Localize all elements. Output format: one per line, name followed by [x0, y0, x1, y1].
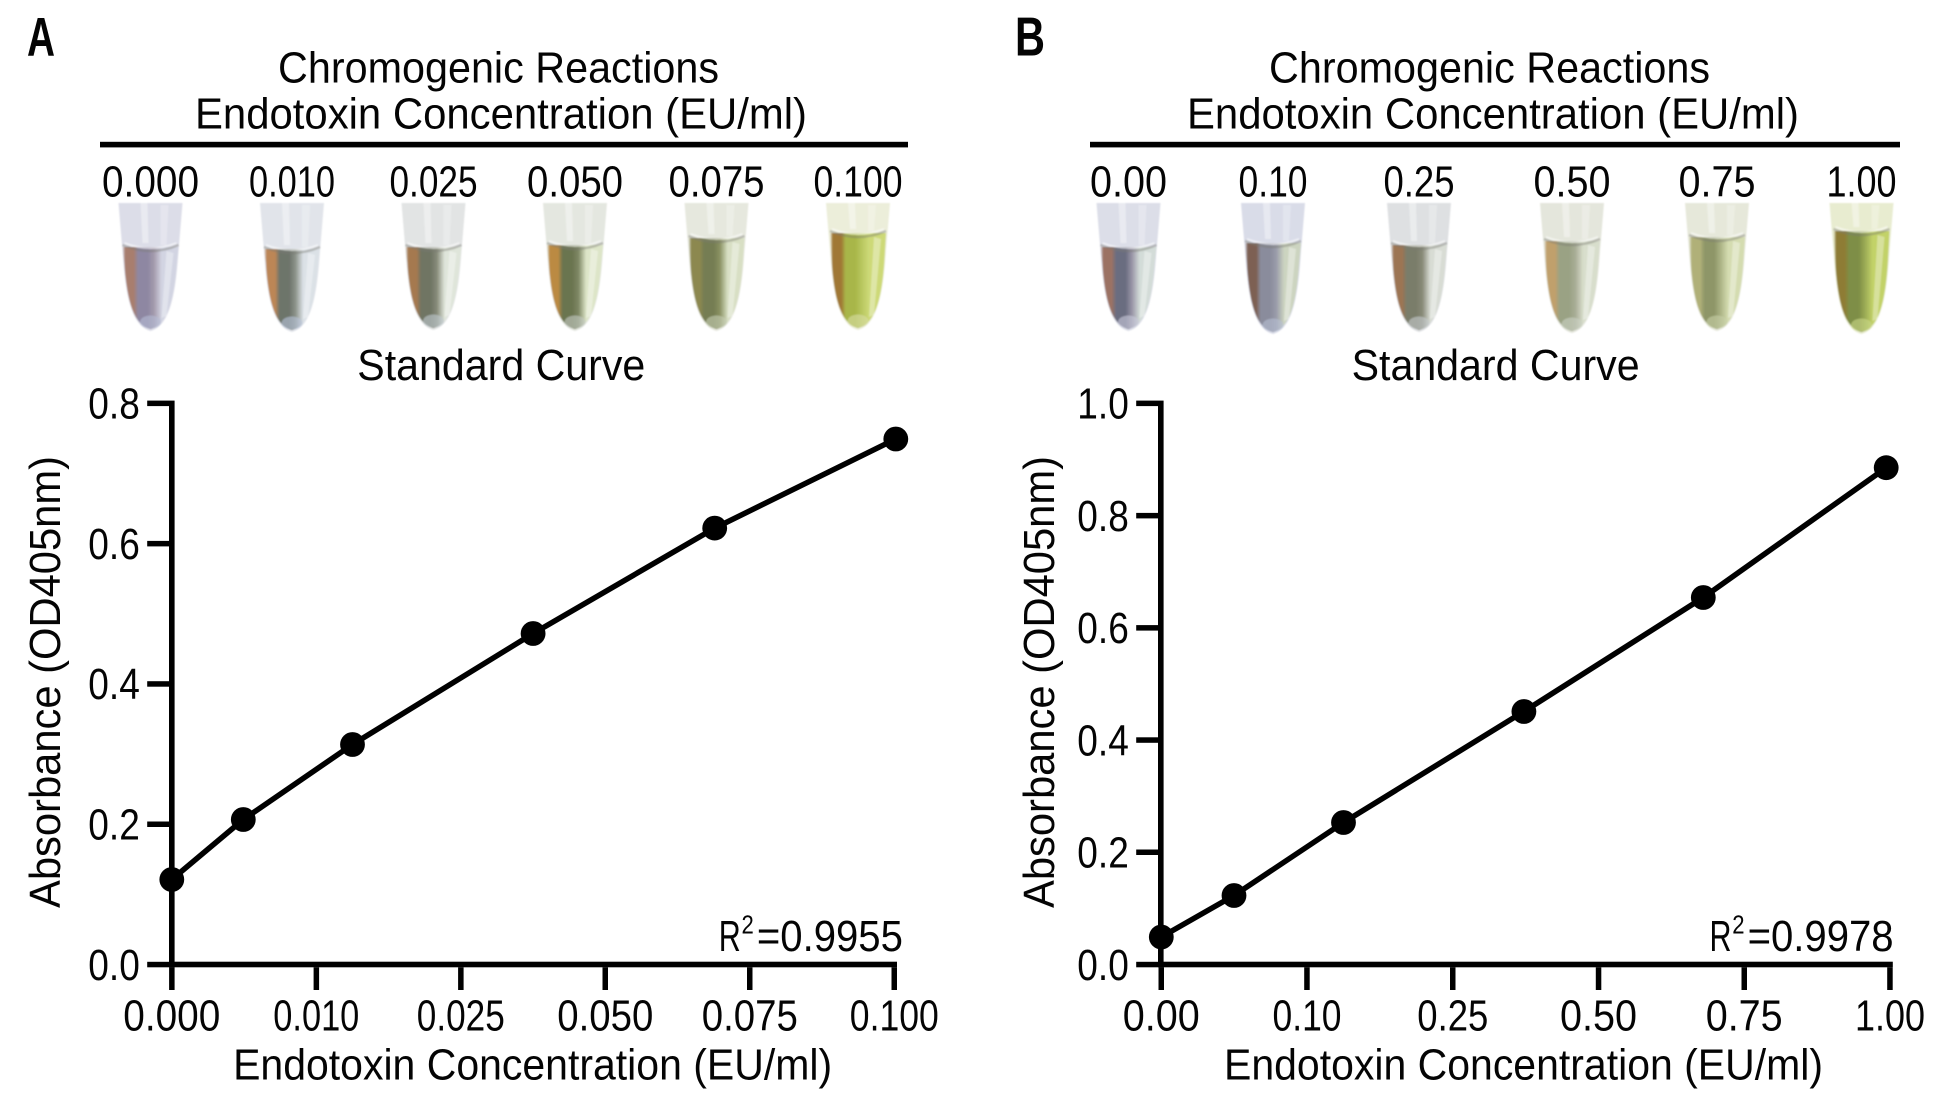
svg-text:R: R: [1710, 912, 1732, 961]
svg-text:1.00: 1.00: [1827, 158, 1897, 207]
svg-text:1.00: 1.00: [1855, 992, 1925, 1041]
svg-text:0.000: 0.000: [123, 992, 220, 1041]
svg-text:Absorbance (OD405nm): Absorbance (OD405nm): [1015, 456, 1064, 908]
svg-text:0.025: 0.025: [417, 992, 505, 1041]
svg-text:0.000: 0.000: [102, 158, 199, 207]
svg-text:R: R: [719, 912, 741, 961]
svg-text:Absorbance (OD405nm): Absorbance (OD405nm): [21, 456, 70, 908]
svg-text:0.6: 0.6: [1077, 604, 1129, 653]
svg-text:Endotoxin Concentration (EU/ml: Endotoxin Concentration (EU/ml): [233, 1041, 832, 1090]
svg-text:0.100: 0.100: [814, 158, 903, 207]
svg-text:0.050: 0.050: [557, 992, 653, 1041]
svg-text:0.50: 0.50: [1560, 992, 1637, 1041]
svg-text:Chromogenic Reactions: Chromogenic Reactions: [278, 44, 719, 93]
svg-text:Chromogenic Reactions: Chromogenic Reactions: [1269, 44, 1710, 93]
svg-text:0.25: 0.25: [1384, 158, 1455, 207]
svg-text:0.2: 0.2: [1077, 829, 1129, 878]
svg-text:Endotoxin Concentration (EU/ml: Endotoxin Concentration (EU/ml): [1224, 1041, 1823, 1090]
svg-text:0.010: 0.010: [273, 992, 359, 1041]
svg-text:0.10: 0.10: [1273, 992, 1342, 1041]
svg-text:0.75: 0.75: [1706, 992, 1783, 1041]
svg-text:Standard Curve: Standard Curve: [1352, 341, 1640, 390]
svg-text:0.100: 0.100: [850, 992, 939, 1041]
svg-text:0.0: 0.0: [1077, 941, 1129, 990]
svg-text:=0.9978: =0.9978: [1748, 912, 1894, 961]
svg-text:0.10: 0.10: [1239, 158, 1308, 207]
svg-text:0.6: 0.6: [88, 520, 140, 569]
svg-text:0.025: 0.025: [390, 158, 478, 207]
svg-text:=0.9955: =0.9955: [757, 912, 903, 961]
svg-text:Endotoxin Concentration (EU/ml: Endotoxin Concentration (EU/ml): [1187, 90, 1799, 139]
svg-text:0.075: 0.075: [702, 992, 798, 1041]
svg-text:1.0: 1.0: [1077, 380, 1129, 429]
svg-text:0.010: 0.010: [249, 158, 335, 207]
svg-text:B: B: [1015, 6, 1045, 68]
svg-text:Standard Curve: Standard Curve: [357, 341, 645, 390]
svg-text:0.050: 0.050: [527, 158, 623, 207]
svg-text:0.4: 0.4: [1077, 716, 1129, 765]
svg-text:0.075: 0.075: [669, 158, 765, 207]
svg-text:0.25: 0.25: [1417, 992, 1488, 1041]
svg-text:0.8: 0.8: [88, 380, 140, 429]
svg-text:0.8: 0.8: [1077, 492, 1129, 541]
svg-text:2: 2: [742, 912, 754, 940]
svg-text:Endotoxin Concentration (EU/ml: Endotoxin Concentration (EU/ml): [195, 90, 807, 139]
svg-text:0.0: 0.0: [88, 941, 140, 990]
svg-text:A: A: [27, 6, 55, 68]
svg-text:0.75: 0.75: [1679, 158, 1756, 207]
svg-text:0.50: 0.50: [1534, 158, 1611, 207]
svg-text:0.00: 0.00: [1090, 158, 1167, 207]
svg-text:2: 2: [1732, 912, 1744, 940]
svg-text:0.2: 0.2: [88, 801, 140, 850]
svg-text:0.00: 0.00: [1123, 992, 1200, 1041]
svg-text:0.4: 0.4: [88, 660, 140, 709]
